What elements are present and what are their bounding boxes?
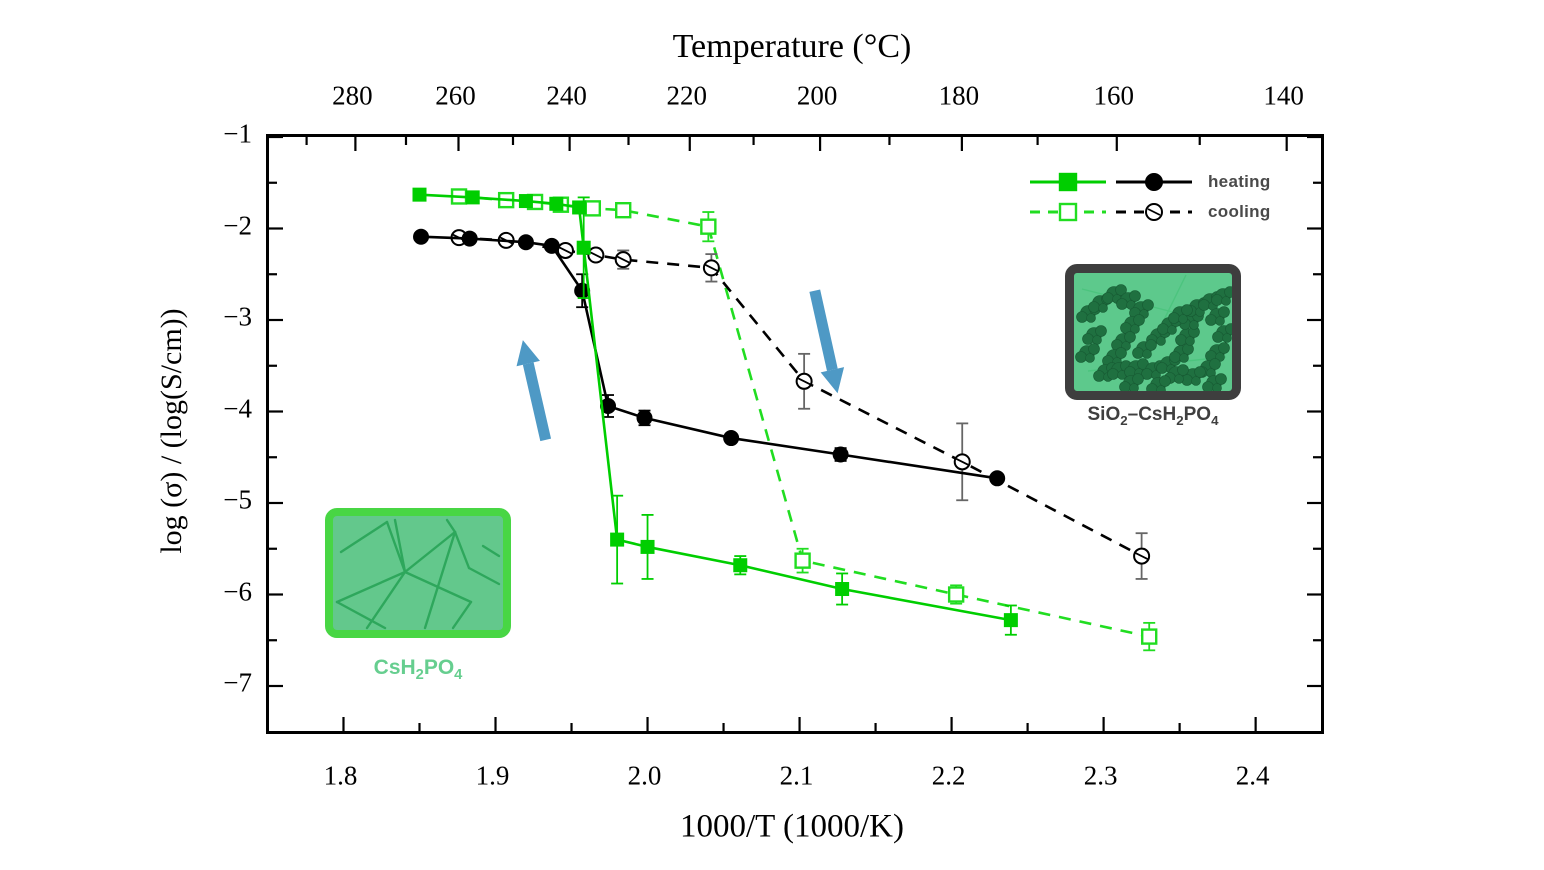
square-filled-marker <box>835 582 850 597</box>
legend-label-heating: heating <box>1208 172 1271 191</box>
circle-filled-marker <box>636 409 653 426</box>
marker-slash <box>559 246 572 255</box>
y-axis-title: log (σ) / (log(S/cm)) <box>155 308 188 554</box>
y-tick-label: −4 <box>223 393 252 423</box>
top-tick-label: 140 <box>1263 80 1304 111</box>
y-tick-label: −2 <box>223 210 252 240</box>
legend-swatch-green-solid-icon <box>1030 172 1106 192</box>
top-tick-label: 280 <box>332 80 373 111</box>
marker-slash <box>616 255 630 264</box>
square-open-marker <box>794 552 811 569</box>
square-filled-marker <box>518 194 533 209</box>
circle-filled-marker <box>413 228 430 245</box>
x-tick-label: 2.4 <box>1235 760 1270 791</box>
top-tick-label: 260 <box>435 80 476 111</box>
legend: heating cooling <box>1026 169 1271 225</box>
circle-filled-marker <box>517 234 534 251</box>
marker-slash <box>589 251 603 259</box>
marker-slash <box>797 377 811 386</box>
top-axis-title: Temperature (°C) <box>672 28 912 65</box>
top-tick-label: 160 <box>1093 80 1135 111</box>
series-line-sio2-csh2po4-cooling <box>458 236 1143 558</box>
x-tick-label: 2.0 <box>627 760 662 791</box>
square-open-marker <box>1141 628 1158 645</box>
sio2-csh2po4-inset-label: SiO2–CsH2PO4 <box>1087 404 1219 428</box>
square-filled-marker <box>1003 613 1018 628</box>
top-tick-label: 200 <box>796 80 838 111</box>
cooling-drop-arrow-icon <box>809 289 845 394</box>
circle-filled-marker <box>989 470 1006 487</box>
circle-filled-marker <box>543 237 560 254</box>
marker-slash <box>955 458 969 466</box>
marker-slash <box>1135 552 1149 560</box>
top-tick-label: 180 <box>938 80 980 111</box>
y-tick-label: −5 <box>223 484 252 515</box>
square-filled-marker <box>610 532 625 547</box>
square-filled-marker <box>576 240 591 255</box>
csh2po4-inset-label: CsH2PO4 <box>373 656 463 684</box>
y-tick-label: −7 <box>223 667 252 698</box>
series-line-csh2po4-cooling <box>458 195 1150 638</box>
series-csh2po4-heating <box>412 187 1018 636</box>
marker-slash <box>704 264 718 272</box>
x-axis-title: 1000/T (1000/K) <box>680 808 904 845</box>
x-tick-label: 1.9 <box>475 760 510 791</box>
csh2po4-micrograph-inset <box>325 508 511 638</box>
square-filled-marker <box>572 200 587 215</box>
square-filled-marker <box>549 196 564 211</box>
x-tick-label: 2.1 <box>779 760 814 791</box>
legend-row-cooling: cooling <box>1026 199 1271 225</box>
x-tick-label: 1.8 <box>323 760 358 791</box>
square-open-marker <box>615 201 632 219</box>
plot-canvas <box>269 135 1321 731</box>
square-filled-marker <box>640 539 655 554</box>
circle-filled-marker <box>600 398 617 415</box>
top-tick-label: 220 <box>666 80 708 111</box>
circle-filled-marker <box>832 446 849 463</box>
crack-lines-texture <box>335 518 501 630</box>
legend-swatch-green-dashed-icon <box>1030 202 1106 222</box>
y-tick-label: −3 <box>223 301 252 332</box>
y-tick-label: −1 <box>223 118 252 149</box>
series-sio2-csh2po4-cooling <box>450 229 1151 580</box>
top-tick-label: 240 <box>546 80 587 111</box>
x-tick-label: 2.2 <box>931 760 966 791</box>
legend-label-cooling: cooling <box>1208 202 1271 221</box>
square-filled-marker <box>733 558 748 573</box>
square-open-marker <box>700 218 717 235</box>
legend-swatch-black-solid-icon <box>1116 173 1192 191</box>
circle-filled-marker <box>461 230 478 247</box>
square-filled-marker <box>412 187 427 202</box>
sio2-csh2po4-micrograph-inset <box>1065 264 1241 400</box>
circle-filled-marker <box>723 430 740 447</box>
legend-swatch-black-dashed-icon <box>1116 203 1192 221</box>
square-open-marker <box>947 586 965 603</box>
legend-row-heating: heating <box>1026 169 1271 195</box>
square-filled-marker <box>465 190 480 205</box>
heating-jump-arrow-icon <box>516 340 552 442</box>
x-tick-label: 2.3 <box>1083 760 1118 791</box>
silica-aggregate-texture <box>1075 274 1232 391</box>
square-open-marker <box>584 200 602 217</box>
y-tick-label: −6 <box>223 576 252 606</box>
